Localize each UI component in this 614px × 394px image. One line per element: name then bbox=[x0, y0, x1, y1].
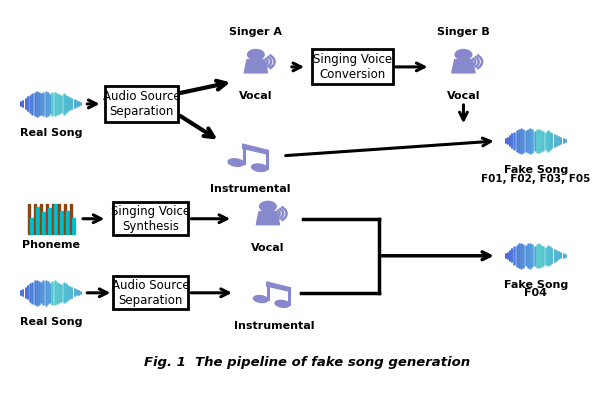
Text: Audio Source
Separation: Audio Source Separation bbox=[103, 90, 181, 118]
Bar bbox=[49, 208, 51, 234]
Text: Vocal: Vocal bbox=[239, 91, 273, 101]
Bar bbox=[42, 212, 45, 234]
Text: F04: F04 bbox=[524, 288, 547, 298]
Bar bbox=[66, 211, 69, 234]
Polygon shape bbox=[256, 212, 279, 225]
Text: F01, F02, F03, F05: F01, F02, F03, F05 bbox=[481, 174, 590, 184]
Text: Phoneme: Phoneme bbox=[22, 240, 80, 250]
Circle shape bbox=[260, 201, 276, 212]
Polygon shape bbox=[244, 60, 268, 73]
Ellipse shape bbox=[228, 159, 244, 166]
Bar bbox=[36, 207, 39, 234]
Bar bbox=[34, 204, 36, 234]
Bar bbox=[70, 204, 72, 234]
Bar bbox=[45, 204, 49, 234]
Text: Fig. 1  The pipeline of fake song generation: Fig. 1 The pipeline of fake song generat… bbox=[144, 356, 470, 369]
Bar bbox=[64, 204, 66, 234]
Ellipse shape bbox=[252, 164, 267, 171]
Text: Real Song: Real Song bbox=[20, 128, 82, 138]
Text: Vocal: Vocal bbox=[251, 243, 285, 253]
Bar bbox=[58, 204, 60, 234]
Text: Fake Song: Fake Song bbox=[503, 280, 568, 290]
Text: Instrumental: Instrumental bbox=[234, 321, 314, 331]
Ellipse shape bbox=[254, 296, 268, 303]
Text: Singer A: Singer A bbox=[230, 27, 282, 37]
Text: Singer B: Singer B bbox=[437, 27, 490, 37]
FancyBboxPatch shape bbox=[311, 49, 393, 84]
Bar bbox=[52, 204, 54, 234]
Bar bbox=[40, 204, 42, 234]
FancyBboxPatch shape bbox=[106, 86, 177, 121]
Bar bbox=[28, 204, 30, 234]
Bar bbox=[30, 217, 33, 234]
Text: Singing Voice
Conversion: Singing Voice Conversion bbox=[313, 53, 392, 81]
Bar bbox=[54, 204, 57, 234]
Ellipse shape bbox=[275, 300, 290, 307]
Text: Real Song: Real Song bbox=[20, 317, 82, 327]
FancyBboxPatch shape bbox=[113, 202, 188, 236]
Text: Vocal: Vocal bbox=[447, 91, 480, 101]
Text: Fake Song: Fake Song bbox=[503, 165, 568, 175]
FancyBboxPatch shape bbox=[113, 276, 188, 310]
Circle shape bbox=[247, 50, 264, 60]
Text: Singing Voice
Synthesis: Singing Voice Synthesis bbox=[111, 205, 190, 233]
Bar bbox=[60, 211, 63, 234]
Text: Instrumental: Instrumental bbox=[209, 184, 290, 193]
Text: Audio Source
Separation: Audio Source Separation bbox=[112, 279, 189, 307]
Circle shape bbox=[455, 50, 472, 60]
Polygon shape bbox=[452, 60, 475, 73]
Bar bbox=[72, 217, 75, 234]
